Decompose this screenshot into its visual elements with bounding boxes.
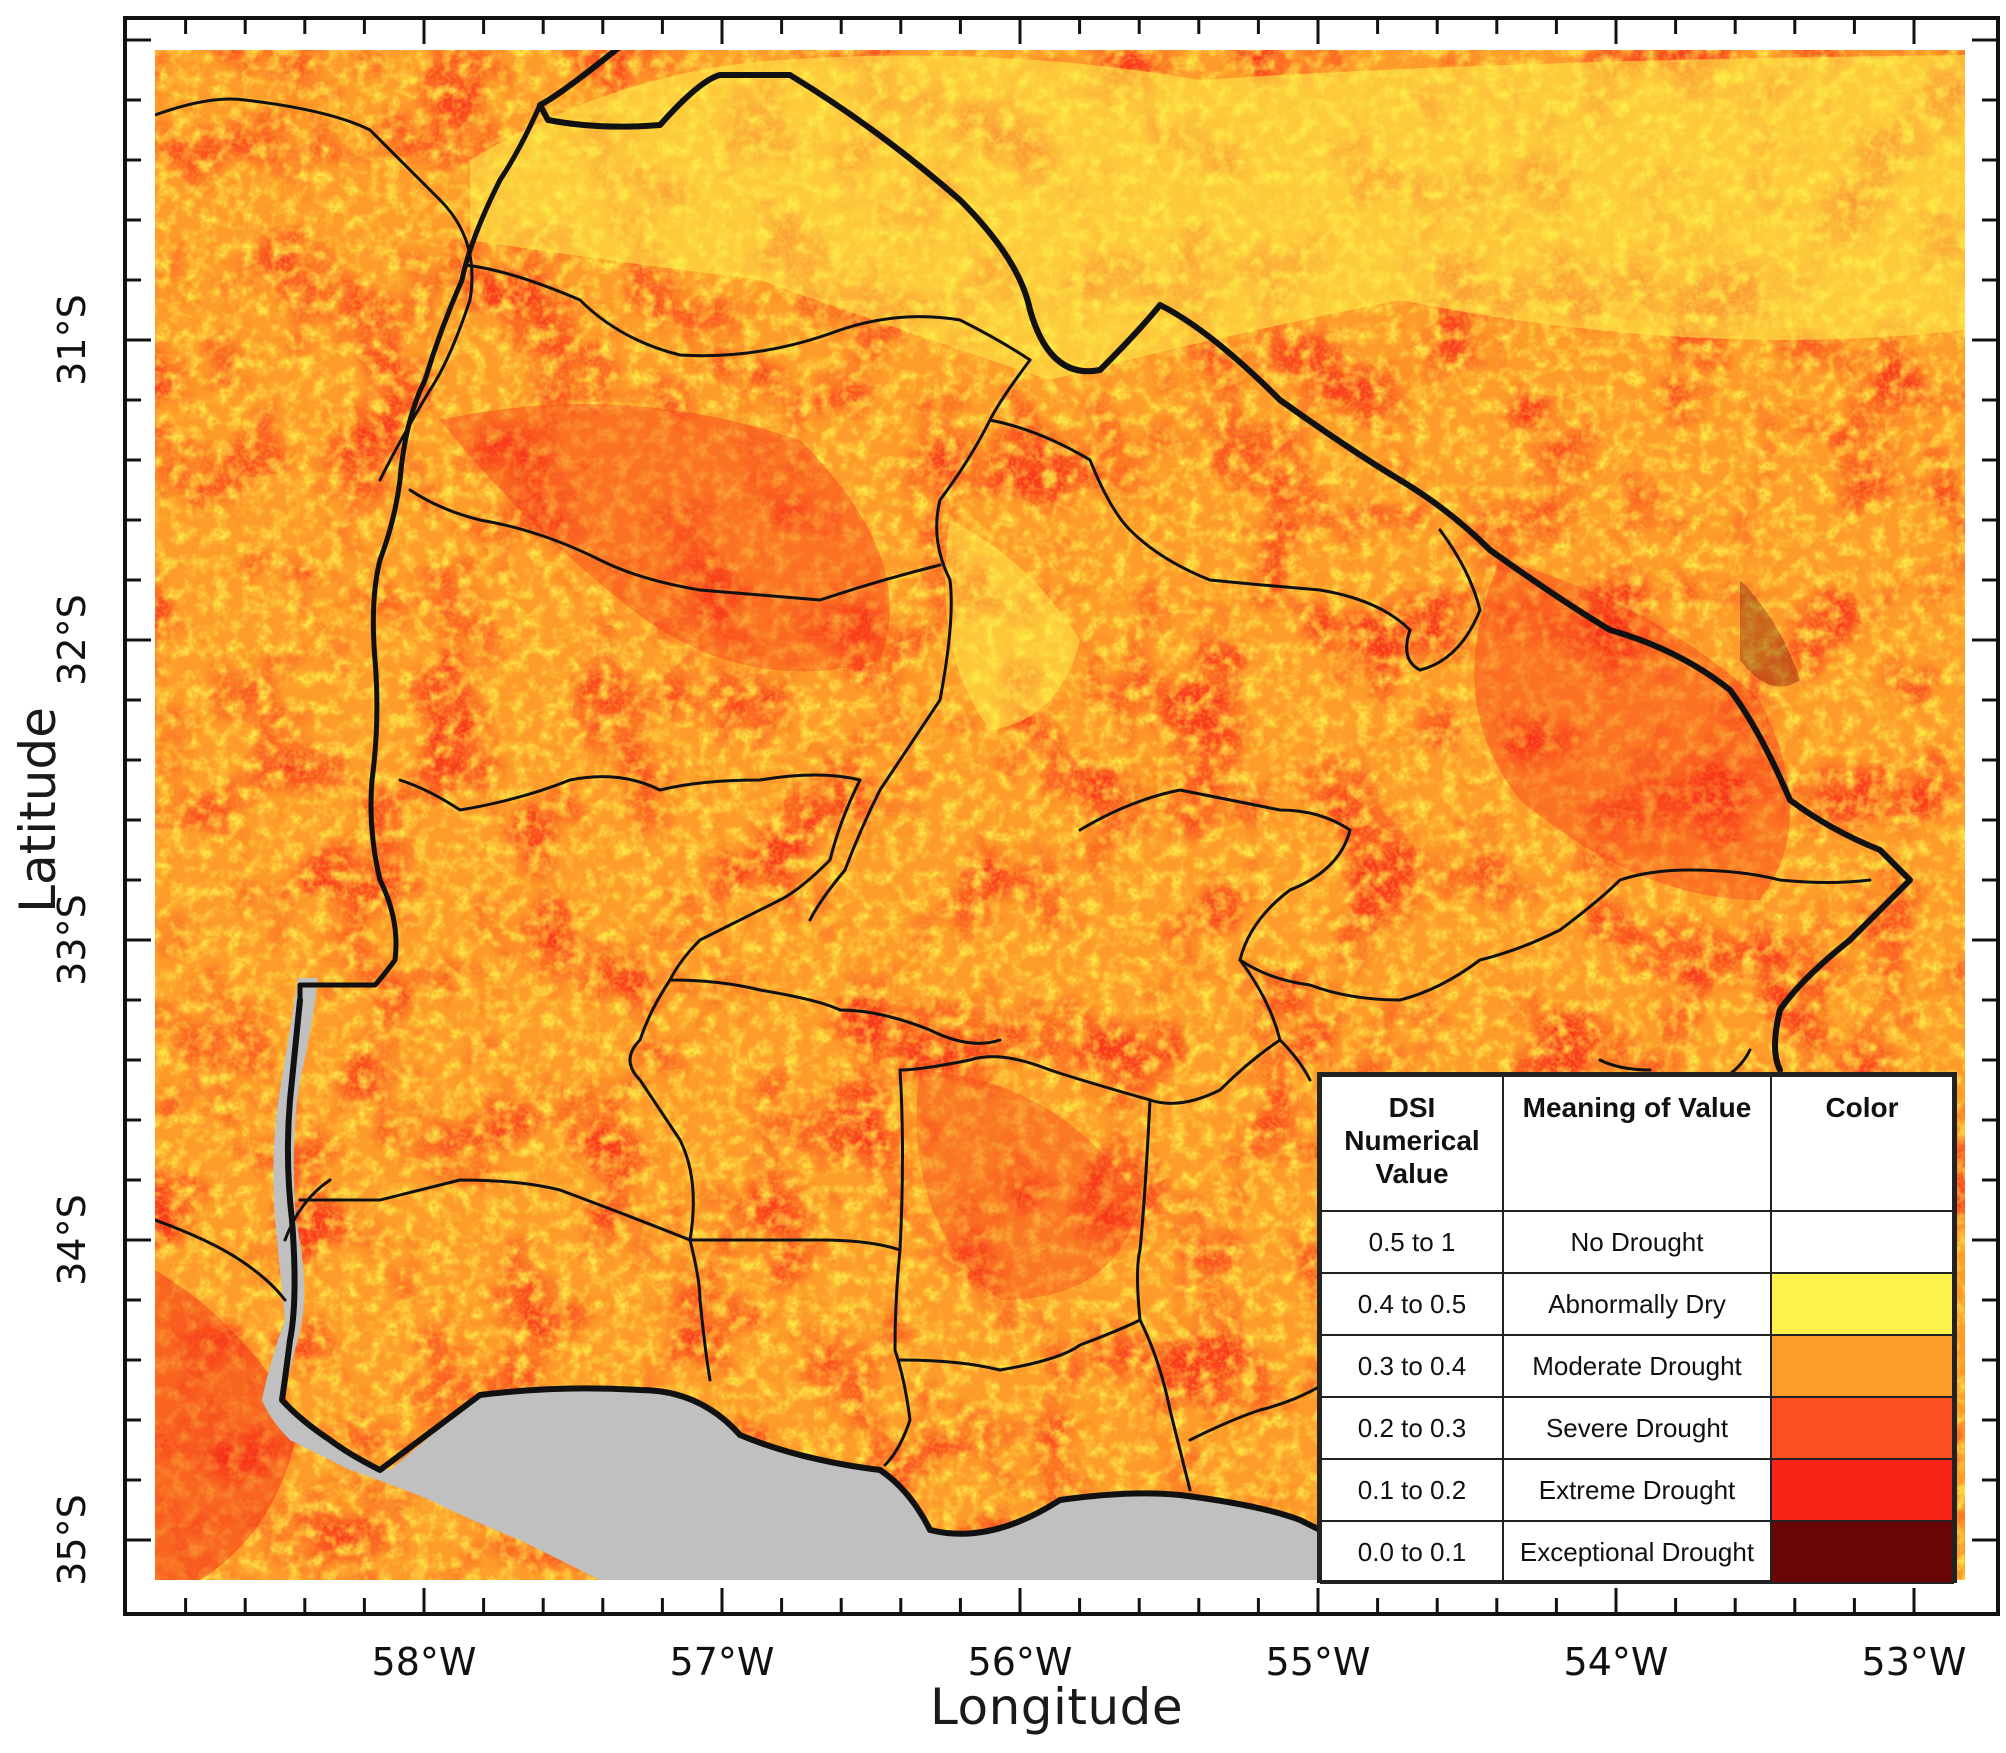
legend-range: 0.3 to 0.4 bbox=[1320, 1334, 1504, 1398]
x-tick-label-54w: 54°W bbox=[1563, 1640, 1669, 1684]
legend-meaning: Severe Drought bbox=[1502, 1396, 1772, 1460]
legend-row: 0.0 to 0.1 Exceptional Drought bbox=[1320, 1520, 1954, 1584]
y-tick-label-33s: 33°S bbox=[50, 894, 94, 986]
x-tick-label-53w: 53°W bbox=[1861, 1640, 1967, 1684]
y-tick-label-34s: 34°S bbox=[50, 1194, 94, 1286]
y-tick-label-32s: 32°S bbox=[50, 594, 94, 686]
x-tick-label-58w: 58°W bbox=[371, 1640, 477, 1684]
legend-header-dsi-value: DSI Numerical Value bbox=[1320, 1075, 1504, 1212]
legend-row: 0.1 to 0.2 Extreme Drought bbox=[1320, 1458, 1954, 1522]
legend-swatch-moderate-drought bbox=[1770, 1334, 1954, 1398]
legend-meaning: No Drought bbox=[1502, 1210, 1772, 1274]
legend-range: 0.1 to 0.2 bbox=[1320, 1458, 1504, 1522]
estuary-no-data bbox=[262, 978, 1330, 1580]
legend-header-row: DSI Numerical Value Meaning of Value Col… bbox=[1320, 1075, 1954, 1212]
boundary-lines bbox=[155, 50, 1913, 1538]
x-tick-label-57w: 57°W bbox=[669, 1640, 775, 1684]
legend-swatch-exceptional-drought bbox=[1770, 1520, 1954, 1584]
axis-ticks bbox=[125, 18, 1998, 1614]
legend-swatch-no-drought bbox=[1770, 1210, 1954, 1274]
y-tick-label-31s: 31°S bbox=[50, 294, 94, 386]
y-tick-label-35s: 35°S bbox=[50, 1494, 94, 1586]
legend-header-color: Color bbox=[1770, 1075, 1954, 1212]
legend-range: 0.5 to 1 bbox=[1320, 1210, 1504, 1274]
legend-meaning: Abnormally Dry bbox=[1502, 1272, 1772, 1336]
legend-meaning: Moderate Drought bbox=[1502, 1334, 1772, 1398]
legend-meaning: Extreme Drought bbox=[1502, 1458, 1772, 1522]
legend-row: 0.2 to 0.3 Severe Drought bbox=[1320, 1396, 1954, 1460]
legend-swatch-severe-drought bbox=[1770, 1396, 1954, 1460]
y-axis-title: Latitude bbox=[9, 707, 67, 913]
legend-swatch-extreme-drought bbox=[1770, 1458, 1954, 1522]
legend-meaning: Exceptional Drought bbox=[1502, 1520, 1772, 1584]
x-axis-title: Longitude bbox=[930, 1678, 1184, 1736]
x-tick-label-55w: 55°W bbox=[1265, 1640, 1371, 1684]
legend-range: 0.0 to 0.1 bbox=[1320, 1520, 1504, 1584]
legend-row: 0.3 to 0.4 Moderate Drought bbox=[1320, 1334, 1954, 1398]
legend-row: 0.4 to 0.5 Abnormally Dry bbox=[1320, 1272, 1954, 1336]
x-tick-label-56w: 56°W bbox=[967, 1640, 1073, 1684]
legend-row: 0.5 to 1 No Drought bbox=[1320, 1210, 1954, 1274]
dsi-legend-table: DSI Numerical Value Meaning of Value Col… bbox=[1317, 1072, 1957, 1584]
legend-header-meaning: Meaning of Value bbox=[1502, 1075, 1772, 1212]
legend-range: 0.2 to 0.3 bbox=[1320, 1396, 1504, 1460]
legend-range: 0.4 to 0.5 bbox=[1320, 1272, 1504, 1336]
legend-swatch-abnormally-dry bbox=[1770, 1272, 1954, 1336]
